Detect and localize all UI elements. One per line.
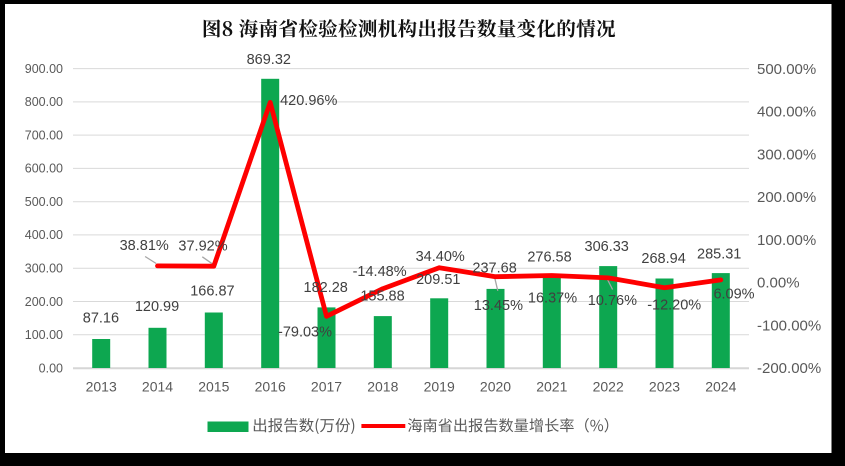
svg-text:100.00: 100.00	[25, 328, 63, 342]
svg-text:276.58: 276.58	[527, 249, 571, 265]
svg-text:2020: 2020	[480, 379, 511, 395]
svg-text:2018: 2018	[367, 379, 398, 395]
svg-text:869.32: 869.32	[247, 52, 291, 68]
svg-text:306.33: 306.33	[585, 239, 629, 255]
svg-text:-100.00%: -100.00%	[757, 317, 821, 334]
svg-text:38.81%: 38.81%	[120, 238, 169, 254]
svg-text:2024: 2024	[705, 379, 736, 395]
svg-text:285.31: 285.31	[697, 247, 741, 263]
svg-text:37.92%: 37.92%	[178, 238, 227, 254]
svg-text:500.00: 500.00	[25, 195, 63, 209]
svg-text:600.00: 600.00	[25, 162, 63, 176]
svg-text:2015: 2015	[198, 379, 229, 395]
svg-text:900.00: 900.00	[25, 62, 63, 76]
svg-text:-12.20%: -12.20%	[647, 298, 701, 314]
svg-text:420.96%: 420.96%	[280, 93, 337, 109]
svg-text:-79.03%: -79.03%	[278, 325, 332, 341]
svg-text:400.00%: 400.00%	[757, 104, 816, 121]
svg-text:2014: 2014	[142, 379, 173, 395]
svg-text:-14.48%: -14.48%	[353, 264, 407, 280]
svg-text:400.00: 400.00	[25, 228, 63, 242]
svg-text:2017: 2017	[311, 379, 342, 395]
svg-text:300.00: 300.00	[25, 262, 63, 276]
svg-text:155.88: 155.88	[360, 289, 404, 305]
svg-text:2013: 2013	[86, 379, 117, 395]
svg-text:87.16: 87.16	[83, 311, 119, 327]
svg-text:10.76%: 10.76%	[588, 293, 637, 309]
svg-text:182.28: 182.28	[304, 280, 348, 296]
svg-text:2023: 2023	[649, 379, 680, 395]
svg-text:16.37%: 16.37%	[528, 291, 577, 307]
svg-text:13.45%: 13.45%	[474, 298, 523, 314]
svg-text:2022: 2022	[593, 379, 624, 395]
svg-text:209.51: 209.51	[416, 272, 460, 288]
svg-text:0.00: 0.00	[39, 361, 63, 375]
svg-text:2016: 2016	[255, 379, 286, 395]
svg-text:2021: 2021	[536, 379, 567, 395]
svg-text:166.87: 166.87	[190, 284, 234, 300]
svg-text:800.00: 800.00	[25, 95, 63, 109]
svg-text:700.00: 700.00	[25, 128, 63, 142]
svg-text:0.00%: 0.00%	[757, 275, 800, 292]
svg-text:-200.00%: -200.00%	[757, 360, 821, 377]
svg-text:120.99: 120.99	[135, 299, 179, 315]
svg-text:300.00%: 300.00%	[757, 146, 816, 163]
svg-text:500.00%: 500.00%	[757, 61, 816, 78]
svg-text:200.00: 200.00	[25, 295, 63, 309]
svg-text:100.00%: 100.00%	[757, 232, 816, 249]
svg-text:2019: 2019	[424, 379, 455, 395]
svg-text:268.94: 268.94	[641, 251, 685, 267]
svg-text:34.40%: 34.40%	[416, 249, 465, 265]
svg-text:237.68: 237.68	[472, 261, 516, 277]
svg-text:6.09%: 6.09%	[713, 287, 754, 303]
svg-text:200.00%: 200.00%	[757, 189, 816, 206]
